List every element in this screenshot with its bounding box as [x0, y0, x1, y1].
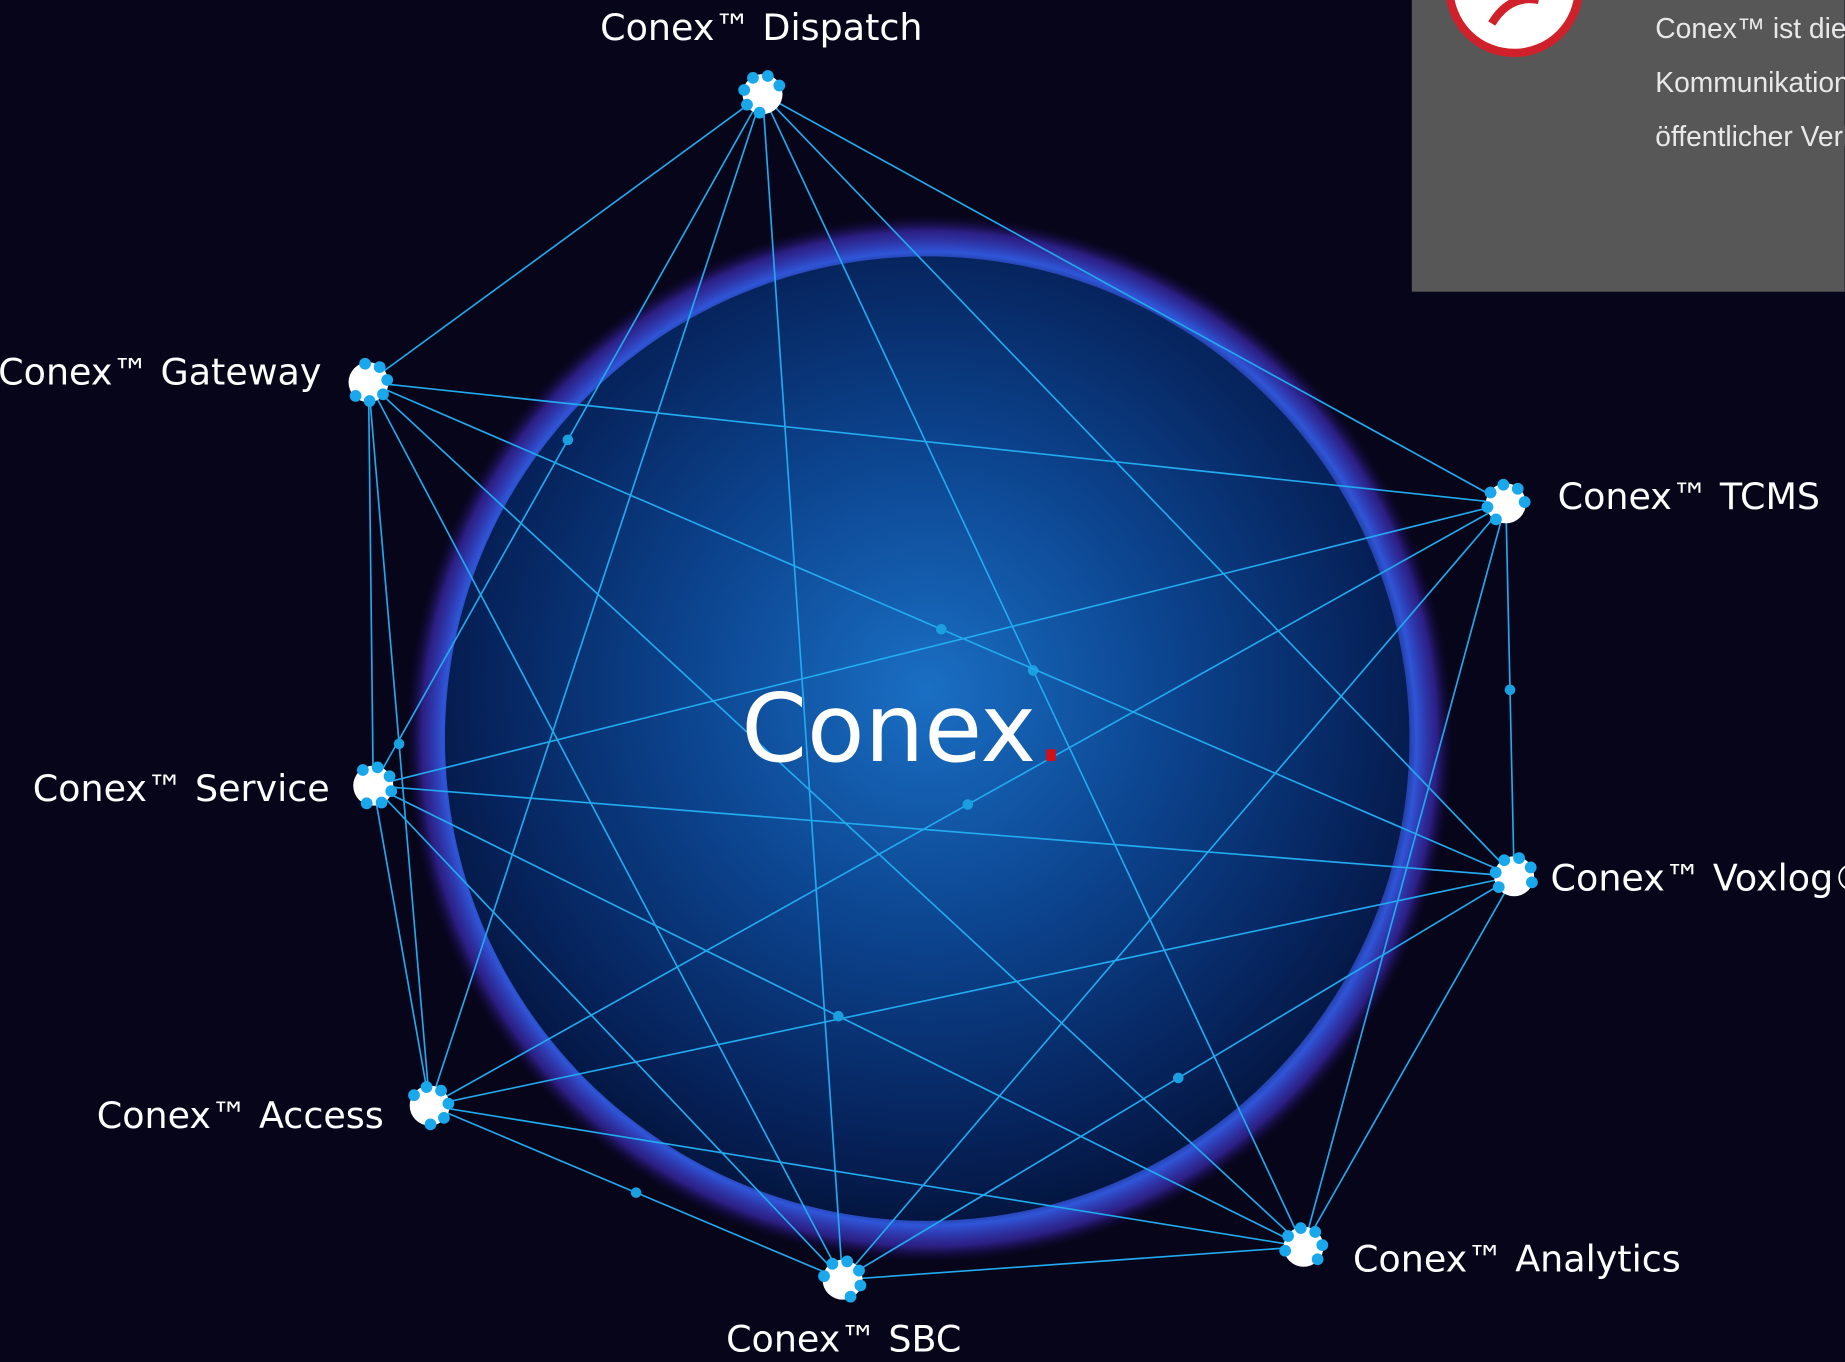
info-panel: Conex™ ist die g Kommunikations öffentli…	[1412, 0, 1845, 292]
node-port	[1519, 496, 1531, 508]
node-label: Conex™ Voxlog®	[1551, 856, 1845, 899]
node-port	[1490, 513, 1502, 525]
node-label: Conex™ Analytics	[1353, 1237, 1681, 1280]
node-port	[350, 390, 362, 402]
panel-line: Kommunikations	[1655, 66, 1845, 98]
node-port	[425, 1119, 437, 1131]
panel-line: öffentlicher Verl	[1655, 120, 1845, 152]
node-port	[435, 1085, 447, 1097]
node-port	[381, 374, 393, 386]
node-port	[741, 99, 753, 111]
node-port	[384, 770, 396, 782]
node-port	[762, 70, 774, 82]
node-port	[855, 1280, 867, 1292]
node-port	[754, 107, 766, 119]
node-port	[827, 1258, 839, 1270]
node-port	[361, 797, 373, 809]
node-port	[438, 1112, 450, 1124]
edge-dot	[1505, 685, 1516, 696]
node-label: Conex™ SBC	[726, 1317, 961, 1360]
node-label: Conex™ Dispatch	[600, 6, 922, 49]
node-port	[1525, 862, 1537, 874]
node-port	[374, 361, 386, 373]
node-port	[1312, 1253, 1324, 1265]
node-port	[1316, 1239, 1328, 1251]
edge-dot	[394, 739, 405, 750]
node-port	[818, 1270, 830, 1282]
node-port	[1526, 876, 1538, 888]
node-port	[1490, 867, 1502, 879]
node-port	[1309, 1226, 1321, 1238]
edge-dot	[1173, 1073, 1184, 1084]
node-port	[385, 785, 397, 797]
node-port	[1493, 881, 1505, 893]
node-port	[1282, 1230, 1294, 1242]
node-port	[408, 1089, 420, 1101]
edge-dot	[631, 1187, 642, 1198]
node-port	[443, 1098, 455, 1110]
node-port	[853, 1265, 865, 1277]
node-port	[357, 764, 369, 776]
node-port	[845, 1291, 857, 1303]
node-label: Conex™ Access	[97, 1094, 384, 1137]
center-label: Conex.	[741, 675, 1066, 784]
node-port	[372, 761, 384, 773]
node-label: Conex™ Service	[33, 767, 330, 810]
node-label: Conex™ Gateway	[0, 351, 321, 394]
node-port	[1485, 487, 1497, 499]
edge-dot	[563, 435, 574, 446]
node-port	[747, 72, 759, 84]
node-port	[773, 80, 785, 92]
node-port	[1498, 854, 1510, 866]
edge-dot	[833, 1011, 844, 1022]
node-port	[377, 388, 389, 400]
node-port	[364, 395, 376, 407]
node-port	[1497, 479, 1509, 491]
node-port	[841, 1256, 853, 1268]
node-port	[359, 358, 371, 370]
node-port	[1295, 1222, 1307, 1234]
panel-line: Conex™ ist die g	[1655, 12, 1845, 44]
node-port	[1279, 1245, 1291, 1257]
center-text: Conex	[741, 675, 1036, 784]
node-port	[738, 84, 750, 96]
edge-dot	[962, 799, 973, 810]
node-label: Conex™ TCMS	[1558, 475, 1820, 518]
edge-dot	[936, 624, 947, 635]
diagram: Conex™ Dispatch Conex™ TCMS Conex™ Voxlog®…	[0, 0, 1845, 1362]
node-port	[376, 797, 388, 809]
center-dot: .	[1036, 675, 1066, 784]
node-port	[1482, 501, 1494, 513]
node-port	[1512, 483, 1524, 495]
node-port	[421, 1081, 433, 1093]
node-port	[1513, 852, 1525, 864]
